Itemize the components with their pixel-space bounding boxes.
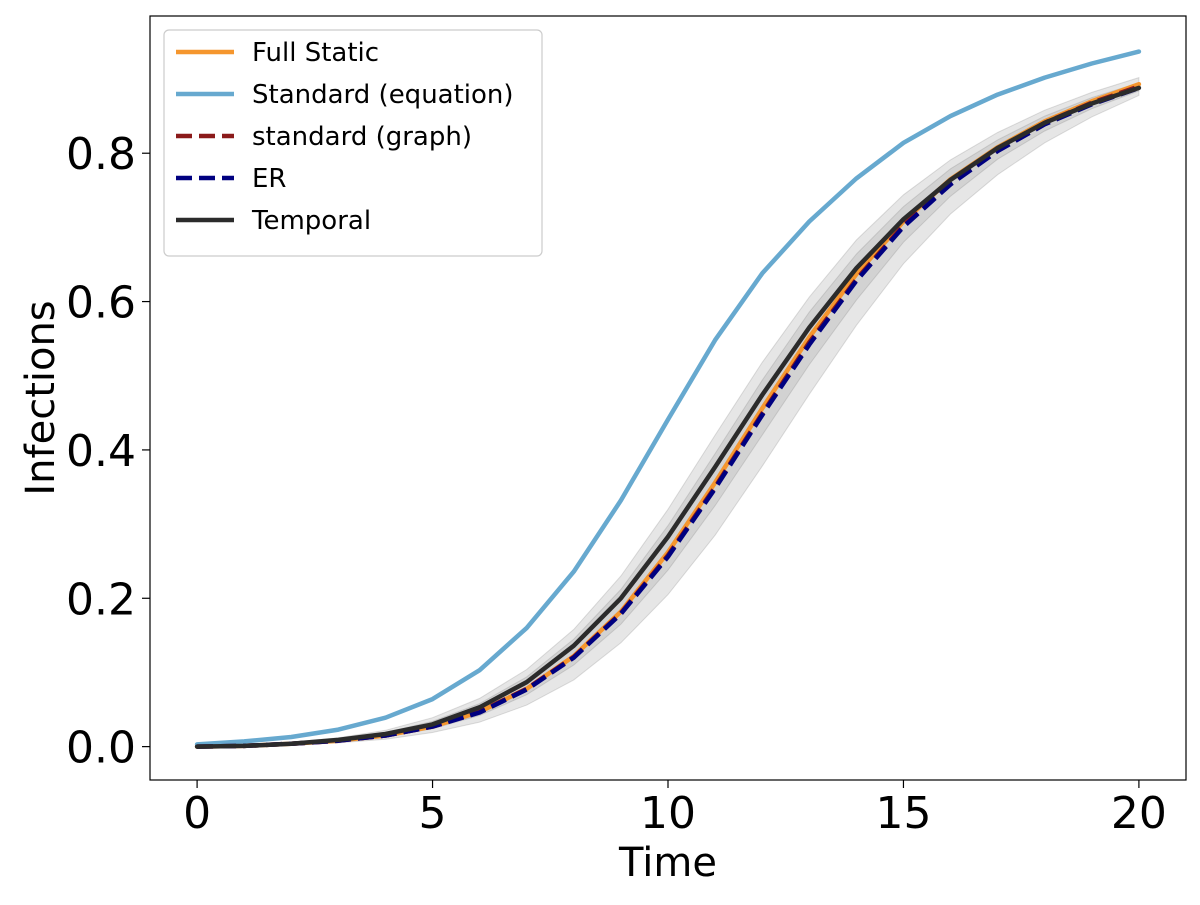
- legend-label: Standard (equation): [252, 80, 514, 110]
- x-tick-label: 20: [1111, 788, 1167, 839]
- series-line-2: [194, 49, 1142, 747]
- legend-label: standard (graph): [252, 122, 472, 152]
- legend-item: standard (graph): [176, 122, 472, 152]
- legend: Full Static Standard (equation) standard (…: [163, 29, 543, 257]
- legend-label: Full Static: [252, 38, 379, 68]
- y-tick-label: 0.8: [66, 129, 136, 180]
- series-line-5: [194, 85, 1142, 749]
- y-tick-label: 0.2: [66, 574, 136, 625]
- legend-box: [163, 29, 543, 257]
- y-axis-label: Infections: [18, 300, 64, 495]
- series-lines: [194, 49, 1142, 749]
- y-tick-label: 0.6: [66, 278, 136, 329]
- x-tick-label: 10: [640, 788, 696, 839]
- y-axis: 0.0 0.2 0.4 0.6 0.8: [66, 129, 150, 774]
- legend-item: ER: [176, 164, 287, 194]
- legend-item: Full Static: [176, 38, 379, 68]
- x-tick-label: 15: [875, 788, 931, 839]
- legend-item: Temporal: [176, 206, 371, 236]
- x-tick-label: 5: [419, 788, 447, 839]
- legend-label: ER: [252, 164, 287, 194]
- y-tick-label: 0.4: [66, 426, 136, 477]
- x-axis: 0 5 10 15 20: [183, 780, 1167, 839]
- x-axis-label: Time: [618, 840, 717, 886]
- legend-label: Temporal: [251, 206, 371, 236]
- y-tick-label: 0.0: [66, 723, 136, 774]
- series-line-4: [197, 85, 1140, 749]
- legend-item: Standard (equation): [176, 80, 514, 110]
- legend-items: Full Static Standard (equation) standard (…: [176, 38, 514, 236]
- x-tick-label: 0: [183, 788, 211, 839]
